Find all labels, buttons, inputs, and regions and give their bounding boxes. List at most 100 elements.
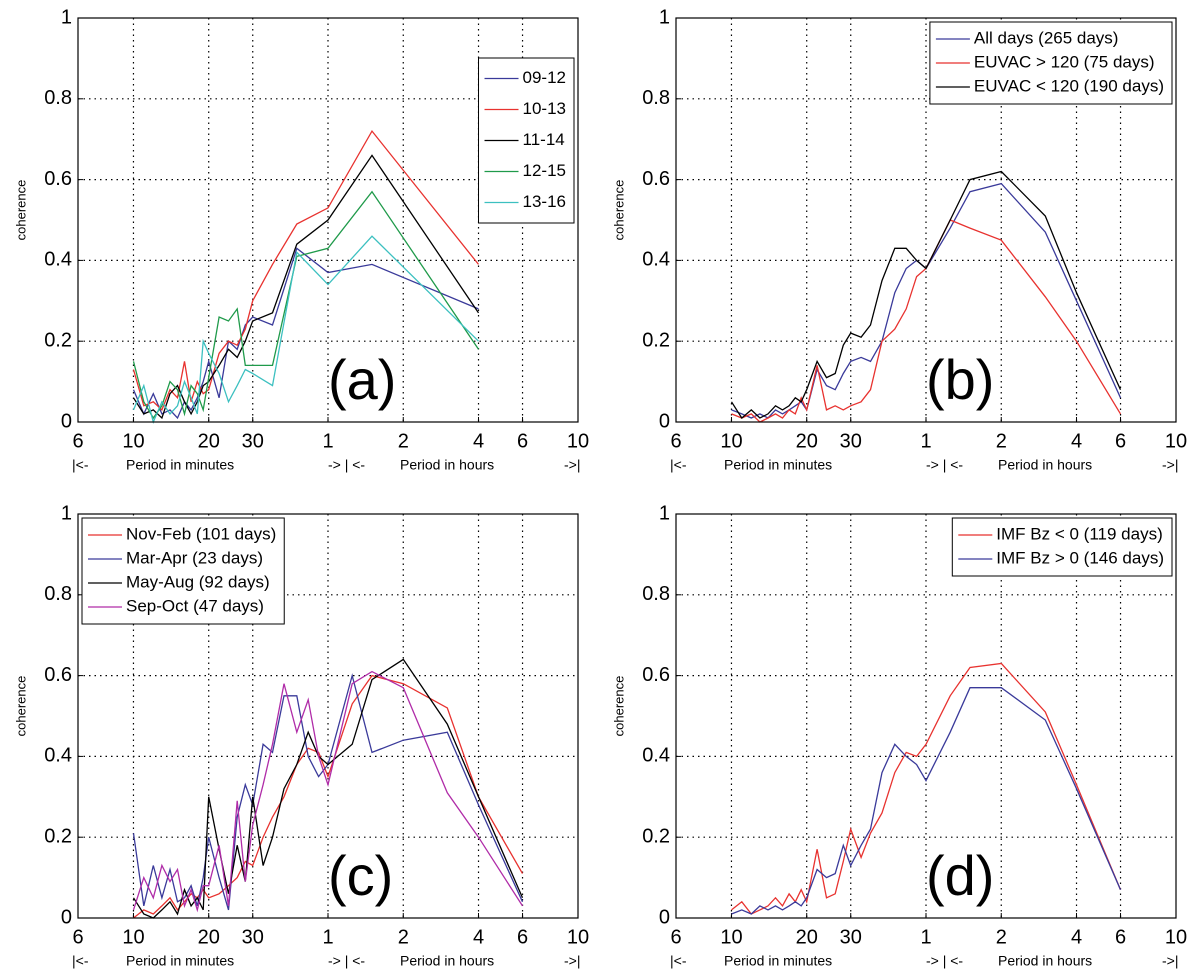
plot-frame <box>675 17 1177 423</box>
legend-label: 10-13 <box>523 99 566 118</box>
y-tick-label: 0.2 <box>44 329 72 351</box>
axis-note: ->| <box>1162 457 1178 473</box>
legend-label: 12-15 <box>523 161 566 180</box>
y-tick-label: 0 <box>61 410 72 432</box>
legend-label: IMF Bz < 0 (119 days) <box>996 524 1162 543</box>
axis-note: ->| <box>564 953 580 969</box>
axis-note: Period in hours <box>400 953 494 969</box>
legend: 09-12 10-13 11-14 12-15 13-16 <box>478 57 575 224</box>
x-tick-label: 20 <box>198 430 220 452</box>
series-line <box>132 154 480 420</box>
x-tick-label: 6 <box>670 926 681 948</box>
x-tick-label: 6 <box>670 430 681 452</box>
legend-label: Nov-Feb (101 days) <box>126 524 276 543</box>
x-tick-label: 20 <box>796 430 818 452</box>
x-tick-label: 30 <box>840 430 862 452</box>
x-tick-label: 2 <box>996 430 1007 452</box>
x-tick-label: 20 <box>796 926 818 948</box>
panel-label: (a) <box>328 348 396 411</box>
legend: IMF Bz < 0 (119 days) IMF Bz > 0 (146 day… <box>951 517 1173 577</box>
x-tick-label: 6 <box>517 430 528 452</box>
axis-note: Period in minutes <box>126 457 234 473</box>
plot-frame <box>675 513 1177 919</box>
panel-label: (c) <box>328 844 393 907</box>
series-line <box>132 235 479 425</box>
x-tick-label: 1 <box>322 926 333 948</box>
x-tick-label: 6 <box>72 430 83 452</box>
series-line <box>132 129 480 412</box>
x-tick-label: 6 <box>1115 430 1126 452</box>
axis-note: |<- <box>670 953 687 969</box>
panel-label: (b) <box>926 348 994 411</box>
panel-label: (d) <box>926 844 994 907</box>
legend-label: All days (265 days) <box>974 28 1119 47</box>
series-line <box>731 182 1122 419</box>
y-axis-label: coherence <box>13 676 28 737</box>
x-tick-label: 10 <box>122 430 144 452</box>
y-axis-label: coherence <box>611 676 626 737</box>
axis-note: |<- <box>72 457 89 473</box>
legend-label: EUVAC < 120 (190 days) <box>974 76 1164 95</box>
y-tick-label: 0.4 <box>642 745 670 767</box>
legend-label: 09-12 <box>523 68 566 87</box>
y-tick-label: 1 <box>61 6 72 28</box>
y-tick-label: 0 <box>61 906 72 928</box>
legend-box <box>929 21 1173 105</box>
legend-box <box>81 517 285 625</box>
axis-note: -> | <- <box>926 953 963 969</box>
series-line <box>132 670 524 913</box>
legend-label: May-Aug (92 days) <box>126 572 270 591</box>
panel: 0 0.2 0.4 0.6 0.8 1 6 10 20 30 1 2 4 6 10 coherence |<- P… <box>611 6 1187 472</box>
axis-note: Period in minutes <box>126 953 234 969</box>
x-tick-label: 10 <box>1165 430 1187 452</box>
series-line <box>730 170 1122 419</box>
y-tick-label: 0.8 <box>44 583 72 605</box>
legend-label: Mar-Apr (23 days) <box>126 548 263 567</box>
axis-note: Period in minutes <box>724 953 832 969</box>
legend-label: IMF Bz > 0 (146 days) <box>996 548 1164 567</box>
y-tick-label: 0.8 <box>642 87 670 109</box>
x-tick-label: 10 <box>720 926 742 948</box>
x-tick-label: 6 <box>1115 926 1126 948</box>
x-tick-label: 2 <box>996 926 1007 948</box>
legend-label: Sep-Oct (47 days) <box>126 596 264 615</box>
y-tick-label: 0.6 <box>44 168 72 190</box>
axis-note: Period in hours <box>998 457 1092 473</box>
y-tick-label: 0 <box>659 906 670 928</box>
y-tick-label: 1 <box>61 502 72 524</box>
y-tick-label: 0.4 <box>44 745 72 767</box>
x-tick-label: 4 <box>1071 926 1082 948</box>
x-tick-label: 4 <box>473 926 484 948</box>
x-tick-label: 6 <box>72 926 83 948</box>
axis-note: -> | <- <box>328 457 365 473</box>
series-line <box>132 247 479 420</box>
y-axis-label: coherence <box>13 180 28 241</box>
y-tick-label: 0.2 <box>642 329 670 351</box>
x-tick-label: 30 <box>840 926 862 948</box>
axis-note: ->| <box>1162 953 1178 969</box>
y-tick-label: 0.4 <box>642 249 670 271</box>
y-tick-label: 0 <box>659 410 670 432</box>
legend-box <box>951 517 1173 577</box>
series-line <box>731 219 1122 423</box>
y-tick-label: 0.8 <box>642 583 670 605</box>
y-tick-label: 0.6 <box>642 664 670 686</box>
y-tick-label: 0.8 <box>44 87 72 109</box>
x-tick-label: 10 <box>1165 926 1187 948</box>
y-tick-label: 1 <box>659 502 670 524</box>
plot-frame <box>77 513 579 919</box>
x-tick-label: 1 <box>920 926 931 948</box>
series-line <box>132 673 524 911</box>
axis-note: Period in hours <box>400 457 494 473</box>
legend: Nov-Feb (101 days) Mar-Apr (23 days) May-A… <box>81 517 285 625</box>
series-line <box>731 662 1122 915</box>
panel: 0 0.2 0.4 0.6 0.8 1 6 10 20 30 1 2 4 6 10 coherence |<- P… <box>13 502 589 968</box>
x-tick-label: 10 <box>567 430 589 452</box>
plot-frame <box>77 17 579 423</box>
x-tick-label: 30 <box>242 430 264 452</box>
legend-label: EUVAC > 120 (75 days) <box>974 52 1155 71</box>
x-tick-label: 10 <box>567 926 589 948</box>
y-tick-label: 0.4 <box>44 249 72 271</box>
x-tick-label: 20 <box>198 926 220 948</box>
y-tick-label: 0.6 <box>642 168 670 190</box>
